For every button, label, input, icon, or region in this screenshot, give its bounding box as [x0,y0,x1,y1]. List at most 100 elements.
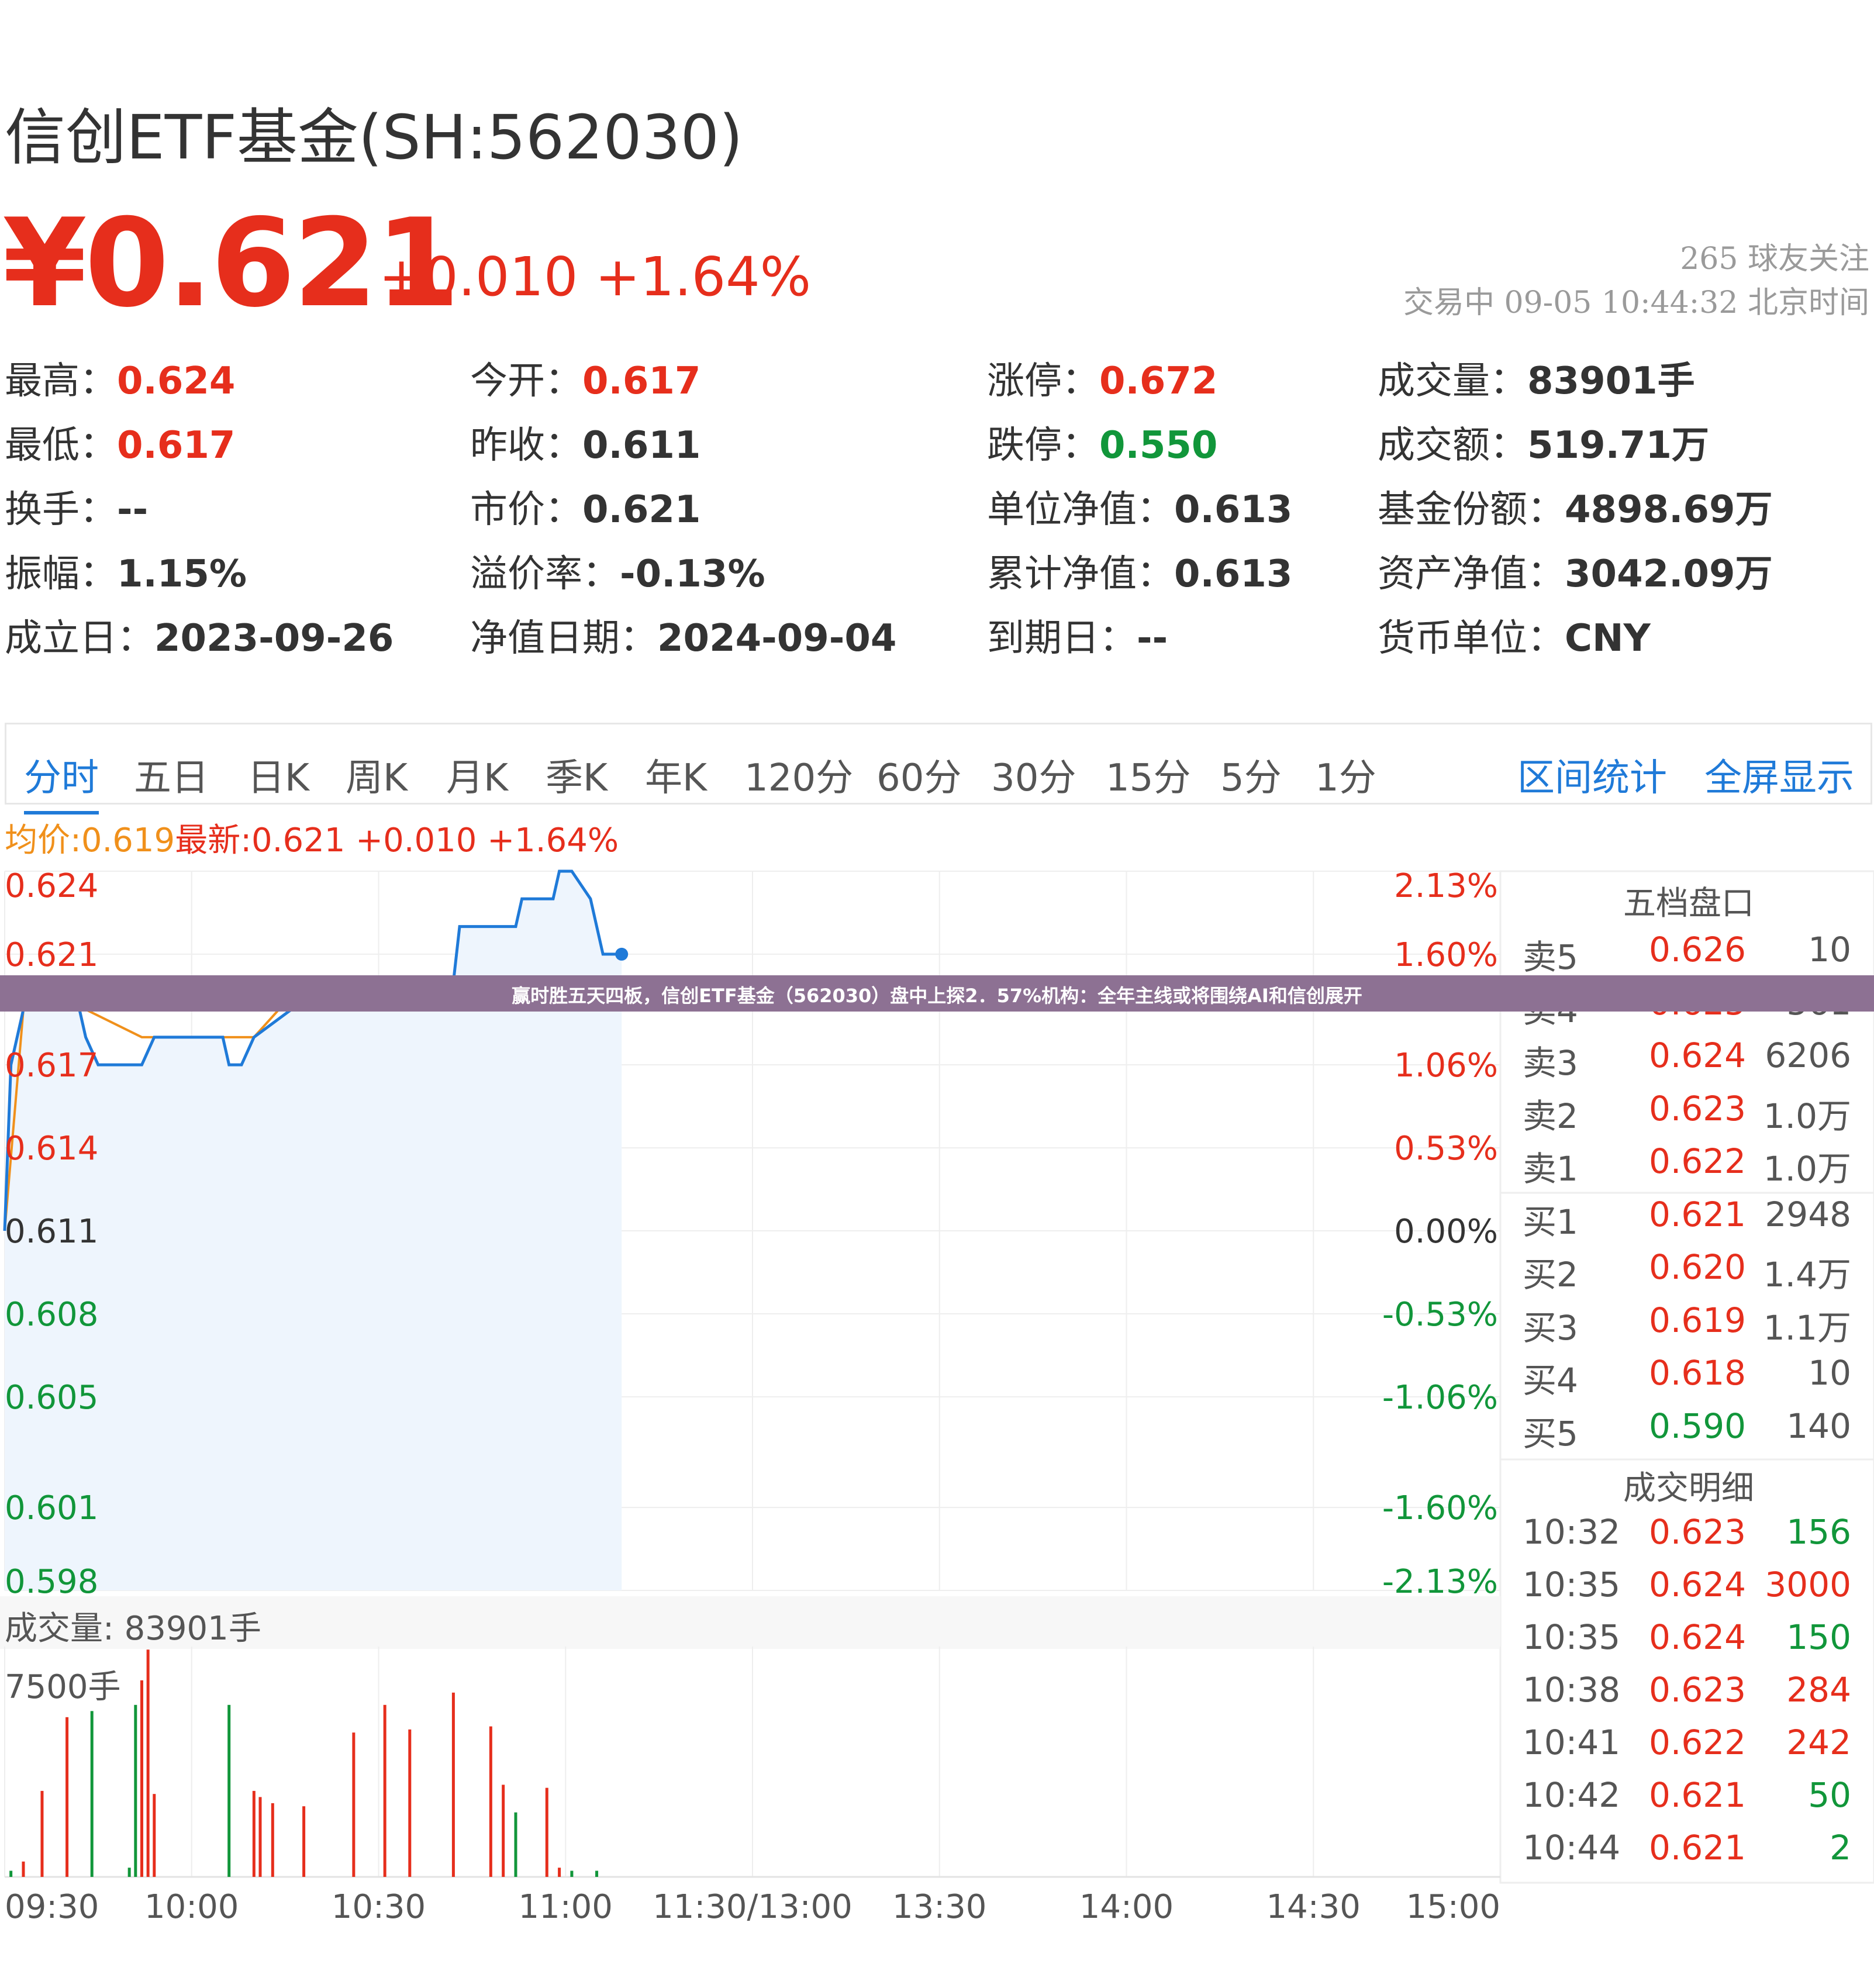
stat-item: 昨收：0.611 [470,415,700,469]
order-book-volume: 1.0万 [1763,1149,1851,1189]
x-tick-label: 09:30 [5,1888,99,1926]
x-tick-label: 10:00 [144,1888,239,1926]
stat-value: -0.13% [620,553,765,596]
stat-item: 成立日：2023-09-26 [5,608,394,662]
stat-item: 成交额：519.71万 [1378,415,1709,469]
tab-4[interactable]: 月K [446,757,508,800]
news-banner[interactable]: 赢时胜五天四板，信创ETF基金（562030）盘中上探2．57%机构：全年主线或… [0,975,1874,1012]
tab-11[interactable]: 5分 [1220,757,1282,800]
order-book-label: 卖5 [1523,937,1578,977]
order-book-price: 0.624 [1649,1036,1747,1075]
latest-price-label: 最新:0.621 +0.010 +1.64% [175,822,619,860]
followers-count[interactable]: 265 球友关注 [1680,241,1869,277]
order-book-price: 0.626 [1649,930,1747,969]
trade-volume: 156 [1786,1512,1851,1552]
stat-label: 成交量： [1378,360,1527,403]
x-tick-label: 13:30 [892,1888,986,1926]
volume-bar [383,1704,386,1877]
y-tick-label-right: -1.60% [1382,1489,1498,1527]
tab-8[interactable]: 60分 [876,757,962,800]
stat-label: 振幅： [5,553,117,596]
stat-label: 今开： [470,360,582,403]
volume-bar [40,1790,44,1877]
stat-item: 涨停：0.672 [987,351,1217,405]
stat-item: 溢价率：-0.13% [470,544,765,598]
volume-bar [502,1785,505,1877]
volume-bar [153,1794,156,1877]
stat-value: 0.550 [1099,424,1218,467]
stat-value: 0.621 [582,488,701,531]
tab-9[interactable]: 30分 [991,757,1076,800]
trade-time: 10:32 [1523,1512,1621,1552]
range-stats-button[interactable]: 区间统计 [1517,757,1667,800]
tab-10[interactable]: 15分 [1106,757,1191,800]
y-tick-label-right: 0.53% [1394,1130,1498,1168]
stat-value: 1.15% [117,553,247,596]
trade-price: 0.621 [1649,1828,1747,1868]
stat-label: 溢价率： [470,553,620,596]
stat-label: 成交额： [1378,424,1527,467]
order-book-price: 0.618 [1649,1353,1747,1393]
trade-volume: 2 [1830,1828,1851,1868]
x-tick-label: 11:30/13:00 [653,1888,853,1926]
x-tick-label: 10:30 [332,1888,426,1926]
tab-7[interactable]: 120分 [744,757,854,800]
order-book-volume: 1.1万 [1763,1307,1851,1348]
stat-value: 3042.09万 [1565,553,1773,596]
volume-bar [22,1861,25,1877]
chart-tabs: 分时 五日 日K 周K 月K 季K 年K 120分 60分 30分 15分 5分 1分 区间统计 全屏显… [5,723,1872,814]
tab-3[interactable]: 周K [346,757,408,800]
order-book-price: 0.590 [1649,1406,1747,1446]
order-book-label: 卖1 [1523,1149,1578,1189]
news-banner-text[interactable]: 赢时胜五天四板，信创ETF基金（562030）盘中上探2．57%机构：全年主线或… [512,985,1362,1007]
trade-time: 10:38 [1523,1670,1621,1710]
volume-bar [146,1649,150,1877]
tab-12[interactable]: 1分 [1315,757,1376,800]
x-tick-label: 14:00 [1079,1888,1174,1926]
volume-bar [570,1870,574,1877]
trade-volume: 150 [1786,1617,1851,1657]
volume-bar [408,1729,412,1877]
y-tick-label-right: -0.53% [1382,1296,1498,1334]
y-tick-label-right: 2.13% [1394,867,1498,905]
stat-label: 累计净值： [987,553,1174,596]
trade-price: 0.621 [1649,1775,1747,1815]
y-tick-label-right: 0.00% [1394,1213,1498,1251]
tab-0[interactable]: 分时 [24,748,99,814]
stat-value: 0.613 [1174,488,1293,531]
tab-2[interactable]: 日K [247,757,309,800]
order-book-price: 0.621 [1649,1194,1747,1234]
volume-header-band [0,1596,1500,1649]
volume-bar [271,1803,274,1877]
order-book-price: 0.622 [1649,1141,1747,1181]
stat-value: 0.672 [1099,360,1218,403]
volume-scale-label: 7500手 [5,1668,121,1706]
trade-detail-title: 成交明细 [1623,1469,1754,1507]
tab-6[interactable]: 年K [645,757,707,800]
volume-bar [127,1868,131,1877]
stat-item: 跌停：0.550 [987,415,1217,469]
stat-value: -- [1137,617,1168,660]
volume-bar [9,1870,13,1877]
latest-price-dot [615,947,629,961]
stat-item: 市价：0.621 [470,479,700,533]
stat-label: 涨停： [987,360,1099,403]
fullscreen-button[interactable]: 全屏显示 [1704,757,1854,800]
order-book-volume: 140 [1786,1406,1851,1446]
order-book-volume: 6206 [1765,1036,1851,1075]
trade-price: 0.622 [1649,1723,1747,1762]
y-tick-label-left: 0.614 [5,1130,98,1168]
order-book-label: 买5 [1523,1413,1578,1454]
trade-price: 0.624 [1649,1565,1747,1604]
volume-bar [489,1726,492,1877]
stat-label: 最低： [5,424,117,467]
order-book-volume: 1.0万 [1763,1096,1851,1136]
y-tick-label-right: 1.06% [1394,1047,1498,1085]
tab-5[interactable]: 季K [546,757,608,800]
stat-item: 单位净值：0.613 [987,479,1292,533]
stat-value: CNY [1565,617,1651,660]
trade-volume: 284 [1786,1670,1851,1710]
tab-1[interactable]: 五日 [134,757,209,800]
stat-value: -- [117,488,149,531]
y-tick-label-left: 0.608 [5,1296,98,1334]
